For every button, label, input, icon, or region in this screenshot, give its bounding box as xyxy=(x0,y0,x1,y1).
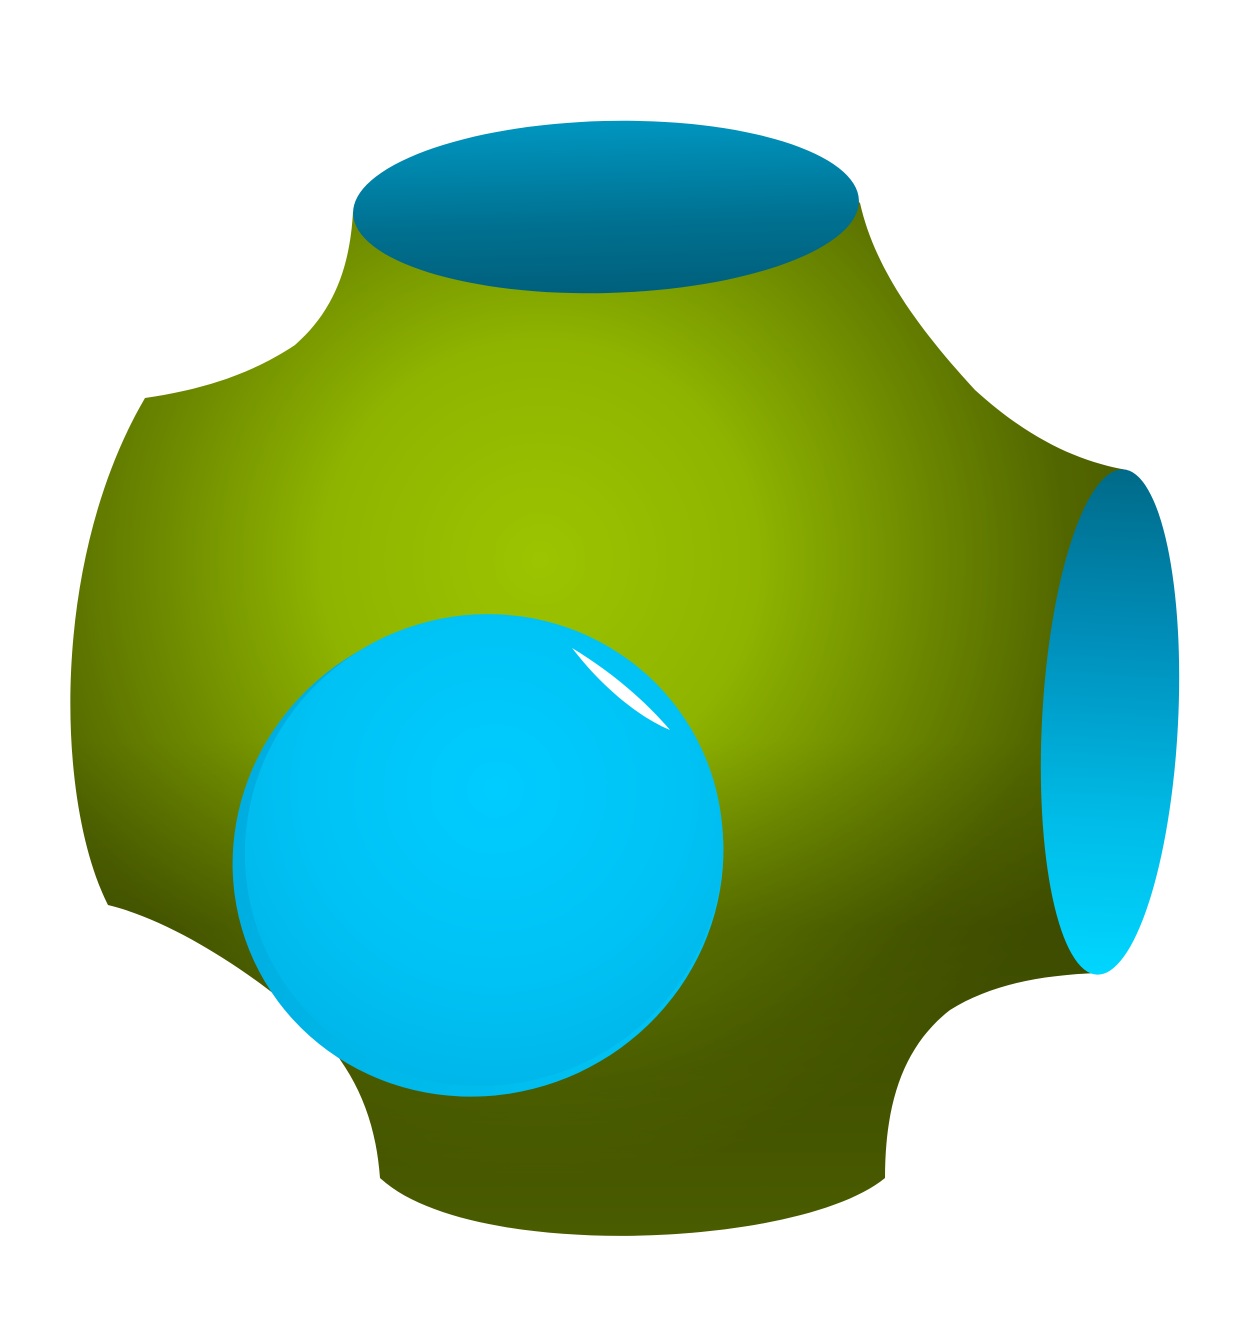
top-opening xyxy=(353,120,859,294)
right-opening xyxy=(1040,469,1180,975)
front-opening-highlight xyxy=(572,648,670,730)
front-opening xyxy=(232,614,724,1097)
front-opening-face xyxy=(244,614,724,1086)
